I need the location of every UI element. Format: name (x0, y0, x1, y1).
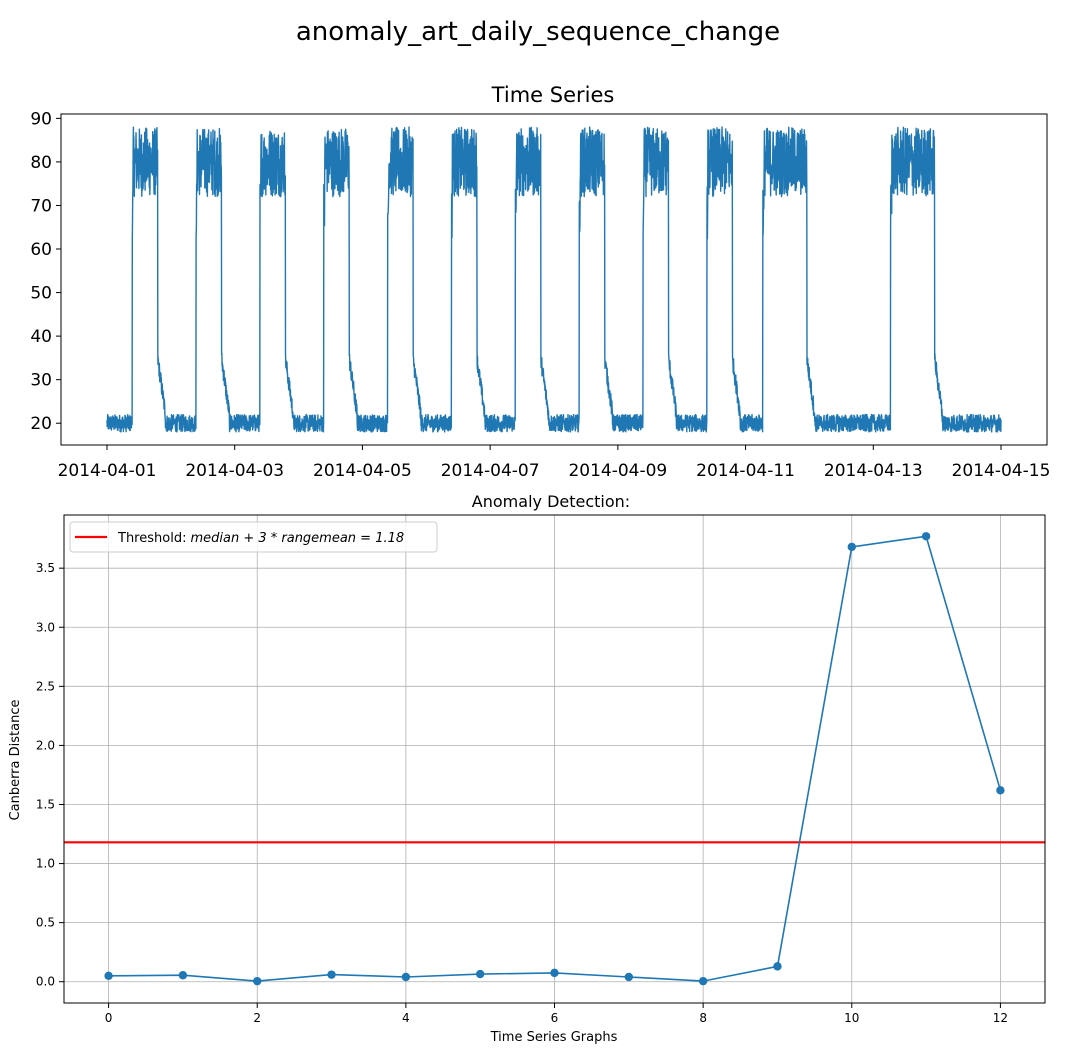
y-tick-label: 50 (30, 284, 52, 304)
legend: Threshold: median + 3 * rangemean = 1.18 (69, 521, 438, 553)
time-series-plot-area (106, 126, 1002, 433)
x-tick-label: 2 (253, 1011, 261, 1025)
figure-title: anomaly_art_daily_sequence_change (296, 17, 780, 47)
y-tick-label: 20 (30, 414, 52, 434)
x-tick-label: 2014-04-11 (696, 461, 795, 481)
x-tick-label: 2014-04-13 (824, 461, 923, 481)
anomaly-title: Anomaly Detection: (472, 492, 630, 511)
x-tick-label: 6 (551, 1011, 559, 1025)
data-point (847, 542, 856, 552)
x-tick-label: 2014-04-15 (952, 461, 1051, 481)
time-series-frame (60, 113, 1048, 446)
data-point (550, 968, 559, 978)
data-point (475, 969, 485, 979)
y-tick-label: 0.5 (36, 916, 55, 930)
x-tick-label: 10 (844, 1011, 859, 1025)
data-point (178, 971, 188, 980)
anomaly-grid (64, 515, 1045, 1003)
anomaly-axes: Anomaly Detection: 0.0 0.5 1.0 1.5 2.0 2.5 3.0… (8, 492, 1046, 1045)
x-tick-label: 12 (993, 1011, 1008, 1025)
x-tick-label: 2014-04-07 (441, 461, 540, 481)
time-series-y-axis: 20 30 40 50 60 70 80 90 (30, 109, 61, 434)
legend-threshold-prefix: Threshold: (117, 531, 186, 546)
y-tick-label: 80 (30, 153, 52, 173)
data-point (327, 970, 336, 979)
anomaly-x-axis: 0 2 4 6 8 10 12 (105, 1003, 1008, 1025)
anomaly-series (104, 532, 1005, 986)
anomaly-y-axis: 0.0 0.5 1.0 1.5 2.0 2.5 3.0 3.5 (36, 561, 64, 989)
y-tick-label: 1.0 (36, 857, 55, 871)
legend-threshold-math: median + 3 * rangemean = 1.18 (190, 531, 404, 546)
y-tick-label: 60 (30, 240, 52, 260)
time-series-x-axis: 2014-04-01 2014-04-03 2014-04-05 2014-04-07… (58, 445, 1051, 481)
y-tick-label: 1.5 (36, 797, 55, 811)
data-point (996, 786, 1005, 795)
y-tick-label: 90 (30, 109, 52, 129)
x-tick-label: 2014-04-03 (185, 461, 284, 481)
time-series-line (106, 126, 1002, 433)
y-tick-label: 40 (30, 327, 52, 347)
y-tick-label: 3.5 (36, 561, 55, 575)
x-tick-label: 2014-04-09 (568, 461, 667, 481)
x-tick-label: 0 (105, 1011, 113, 1025)
y-tick-label: 2.0 (36, 738, 55, 752)
data-point (401, 972, 411, 982)
data-point (773, 962, 782, 971)
y-tick-label: 0.0 (36, 975, 55, 989)
y-tick-label: 30 (30, 371, 52, 391)
anomaly-y-label: Canberra Distance (8, 700, 23, 821)
data-point (698, 976, 708, 986)
legend-box (69, 521, 438, 553)
y-tick-label: 3.0 (36, 620, 55, 634)
data-point (104, 971, 113, 981)
data-point (921, 532, 931, 541)
x-tick-label: 8 (699, 1011, 707, 1025)
anomaly-x-label: Time Series Graphs (490, 1030, 618, 1045)
x-tick-label: 2014-04-05 (313, 461, 412, 481)
data-point (624, 972, 634, 982)
x-tick-label: 4 (402, 1011, 410, 1025)
y-tick-label: 70 (30, 196, 52, 216)
anomaly-frame (63, 514, 1046, 1004)
legend-threshold-label: Threshold: median + 3 * rangemean = 1.18 (117, 531, 404, 546)
x-tick-label: 2014-04-01 (58, 461, 157, 481)
y-tick-label: 2.5 (36, 679, 55, 693)
time-series-title: Time Series (491, 83, 615, 107)
data-point (253, 976, 262, 986)
